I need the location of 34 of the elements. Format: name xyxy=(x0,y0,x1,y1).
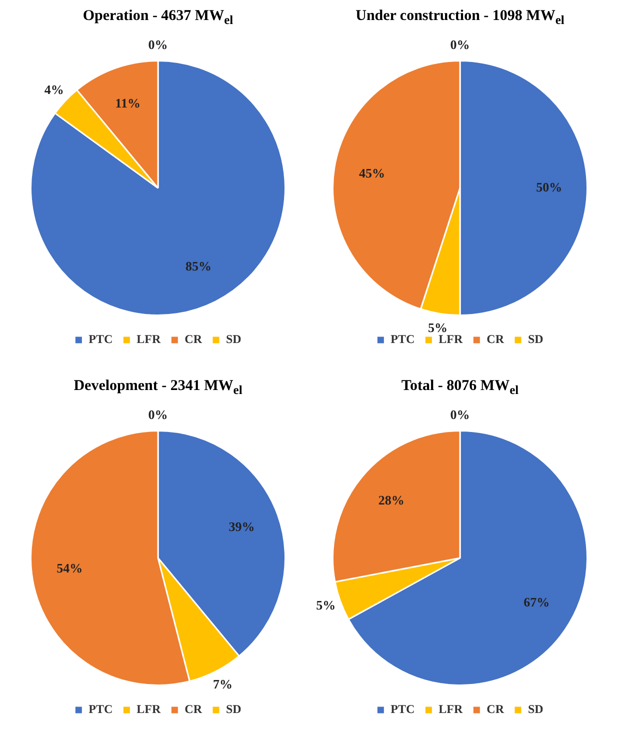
data-label: 67% xyxy=(524,594,550,610)
data-label: 39% xyxy=(228,519,255,534)
text: 0% xyxy=(148,406,168,422)
chart-title: Total - 8076 MW$_{el}$ xyxy=(400,378,520,399)
data-label: 5% xyxy=(316,598,336,613)
legend-label: PTC xyxy=(390,702,415,716)
legend-label: LFR xyxy=(136,702,161,716)
data-label: 54% xyxy=(56,560,83,576)
legend-label: PTC xyxy=(88,332,113,346)
chart-title: Operation - 4637 MW$_{el}$ xyxy=(82,8,234,29)
text: 0% xyxy=(450,406,470,422)
data-label: 50% xyxy=(536,179,562,194)
legend-label: CR xyxy=(486,702,504,716)
data-label: 28% xyxy=(378,492,404,508)
text: 0% xyxy=(450,36,470,52)
legend-label: SD xyxy=(528,702,544,716)
data-label: 45% xyxy=(359,165,386,180)
legend-label: SD xyxy=(226,702,242,716)
text: 0% xyxy=(148,36,168,52)
legend-label: PTC xyxy=(88,702,113,716)
data-label: 7% xyxy=(212,676,232,692)
data-label: 85% xyxy=(185,258,212,274)
legend-label: LFR xyxy=(438,702,463,716)
chart-title: Under construction - 1098 MW$_{el}$ xyxy=(354,8,566,29)
legend-label: CR xyxy=(184,332,202,346)
chart-title: Development - 2341 MW$_{el}$ xyxy=(72,378,244,399)
data-label: 11% xyxy=(115,96,140,111)
legend-label: SD xyxy=(226,332,242,346)
data-label: 4% xyxy=(44,82,64,97)
legend-label: CR xyxy=(184,702,202,716)
legend-label: SD xyxy=(528,332,544,346)
legend-label: PTC xyxy=(390,332,415,346)
legend-label: LFR xyxy=(136,332,161,346)
legend-label: CR xyxy=(486,332,504,346)
